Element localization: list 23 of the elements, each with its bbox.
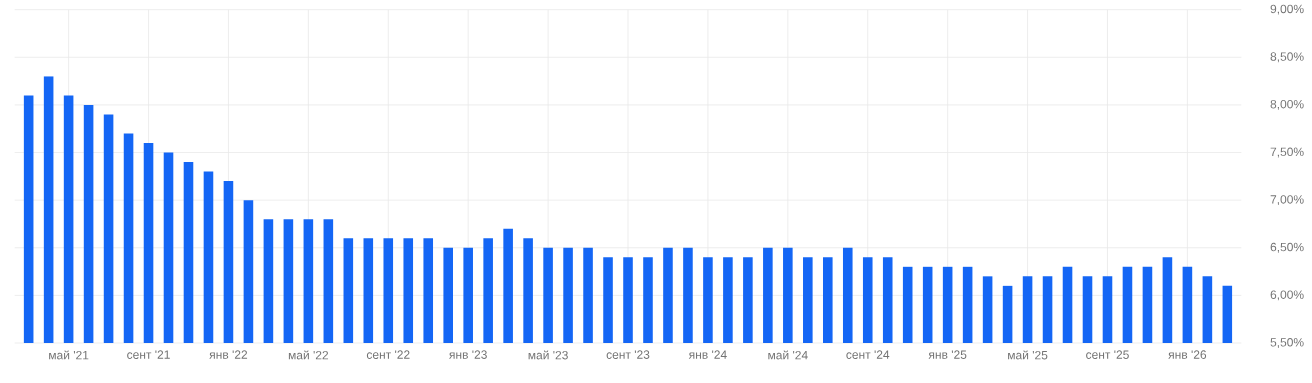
y-tick-label: 6,50% (1270, 242, 1304, 253)
x-tick-label: янв '25 (928, 350, 967, 359)
x-tick-label: сент '22 (366, 350, 410, 359)
x-tick-label: май '24 (768, 350, 808, 360)
y-tick-label: 7,50% (1270, 147, 1304, 158)
x-tick-label: сент '24 (846, 350, 890, 359)
x-tick-label: янв '23 (449, 350, 487, 359)
x-tick-label: сент '21 (127, 350, 170, 359)
x-tick-label: янв '22 (209, 350, 248, 359)
y-tick-label: 7,00% (1270, 195, 1304, 206)
x-tick-label: сент '23 (606, 350, 650, 359)
x-tick-label: май '21 (49, 350, 89, 360)
x-tick-label: май '23 (528, 350, 568, 360)
x-tick-label: янв '26 (1168, 350, 1207, 359)
y-tick-label: 5,50% (1270, 338, 1304, 348)
y-tick-label: 9,00% (1270, 4, 1304, 15)
y-tick-label: 8,00% (1270, 99, 1304, 110)
y-tick-label: 6,00% (1270, 290, 1304, 301)
x-tick-label: май '22 (288, 350, 329, 360)
x-tick-label: янв '24 (688, 350, 727, 359)
x-tick-label: май '25 (1008, 350, 1048, 360)
x-tick-label: сент '25 (1086, 350, 1129, 359)
y-tick-label: 8,50% (1270, 52, 1304, 63)
